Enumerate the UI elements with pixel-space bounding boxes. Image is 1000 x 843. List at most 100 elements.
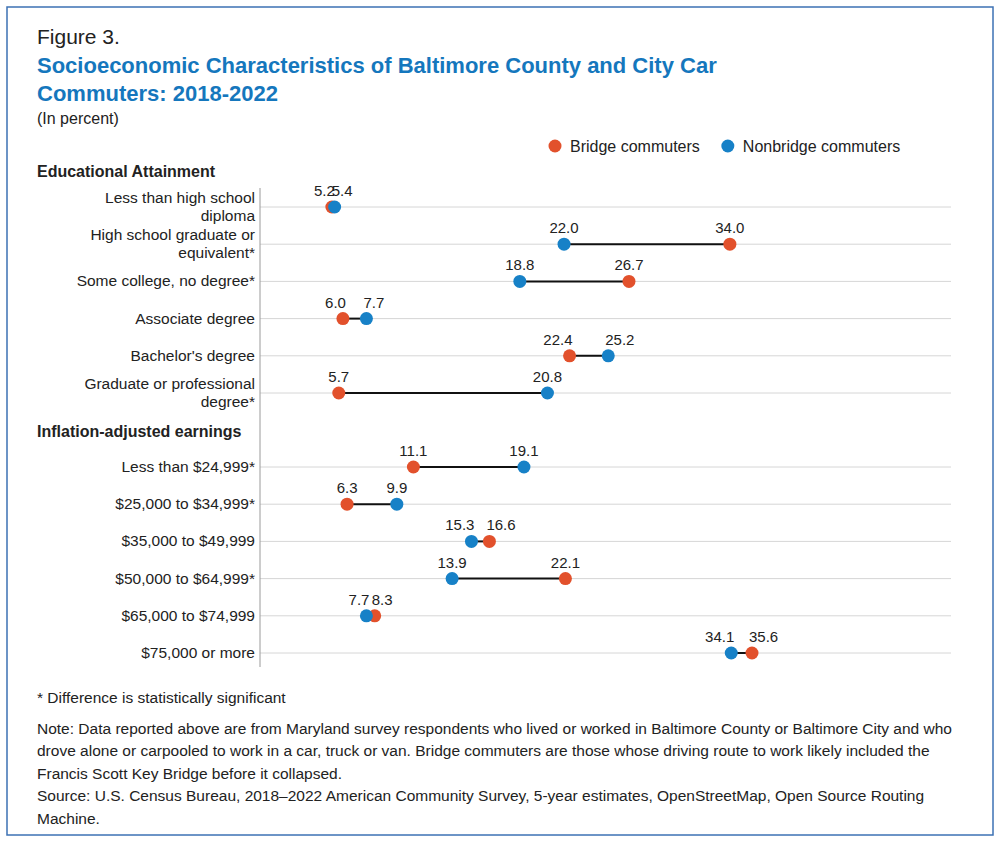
row-line (260, 653, 951, 654)
category-label-line: $75,000 or more (141, 644, 255, 661)
category-label: $35,000 to $49,999 (121, 532, 255, 549)
category-label-line: $65,000 to $74,999 (121, 607, 255, 624)
data-label: 22.4 (543, 331, 572, 348)
data-label: 35.6 (749, 628, 778, 645)
data-label: 19.1 (509, 442, 538, 459)
data-label: 8.3 (372, 591, 393, 608)
dot (483, 535, 496, 548)
dot (541, 387, 554, 400)
dot (341, 498, 354, 511)
dot (465, 535, 478, 548)
category-label: Less than high schooldiploma (105, 189, 255, 224)
data-label: 7.7 (349, 591, 370, 608)
background (0, 0, 1000, 843)
category-label: $65,000 to $74,999 (121, 607, 255, 624)
category-label: Less than $24,999* (121, 458, 255, 475)
frame (7, 7, 993, 835)
legend-label: Bridge commuters (570, 138, 700, 155)
subtitle: (In percent) (37, 110, 119, 127)
dot (446, 572, 459, 585)
data-label: 6.0 (325, 294, 346, 311)
category-label-line: $25,000 to $34,999* (115, 495, 255, 512)
legend-swatch (721, 140, 734, 153)
category-label-line: $35,000 to $49,999 (121, 532, 255, 549)
note-line: Source: U.S. Census Bureau, 2018–2022 Am… (37, 787, 924, 804)
data-label: 20.8 (533, 368, 562, 385)
category-label: Associate degree (135, 310, 255, 327)
category-label-line: $50,000 to $64,999* (115, 570, 255, 587)
dot (360, 312, 373, 325)
title-line: Socioeconomic Characteristics of Baltimo… (37, 53, 717, 78)
category-label-line: Graduate or professional (84, 375, 255, 392)
group-label: Educational Attainment (37, 163, 216, 180)
data-label: 5.4 (332, 182, 353, 199)
dot (559, 572, 572, 585)
category-label-line: Associate degree (135, 310, 255, 327)
note: Source: U.S. Census Bureau, 2018–2022 Am… (37, 787, 924, 827)
row-line (260, 207, 951, 208)
note-line: * Difference is statistically significan… (37, 689, 286, 706)
figure-label: Figure 3. (37, 25, 120, 48)
note-line: Francis Scott Key Bridge before it colla… (37, 765, 342, 782)
dot (513, 275, 526, 288)
dot (622, 275, 635, 288)
group-label: Inflation-adjusted earnings (37, 423, 242, 440)
category-label-line: Less than high school (105, 189, 255, 206)
title-line: Commuters: 2018-2022 (37, 81, 278, 106)
data-label: 26.7 (614, 256, 643, 273)
category-label: $25,000 to $34,999* (115, 495, 255, 512)
legend-swatch (549, 140, 562, 153)
row-line (260, 578, 951, 579)
data-label: 22.1 (551, 554, 580, 571)
data-label: 25.2 (605, 331, 634, 348)
chart: Figure 3. Socioeconomic Characteristics o… (0, 0, 1000, 843)
category-label-line: equivalent* (178, 244, 255, 261)
row-line (260, 541, 951, 542)
category-label: Graduate or professionaldegree* (84, 375, 255, 410)
connector (413, 466, 524, 468)
data-label: 22.0 (549, 219, 578, 236)
category-label: High school graduate orequivalent* (90, 226, 255, 261)
connector (564, 243, 730, 245)
category-label: $50,000 to $64,999* (115, 570, 255, 587)
data-label: 5.7 (328, 368, 349, 385)
title: Socioeconomic Characteristics of Baltimo… (37, 53, 717, 106)
dot (563, 349, 576, 362)
legend-label: Nonbridge commuters (743, 138, 900, 155)
category-label-line: degree* (201, 393, 255, 410)
dot (336, 312, 349, 325)
category-label-line: Bachelor's degree (131, 347, 255, 364)
data-label: 6.3 (337, 479, 358, 496)
dot (328, 201, 341, 214)
data-label: 34.0 (715, 219, 744, 236)
dot (517, 461, 530, 474)
data-label: 13.9 (437, 554, 466, 571)
note: * Difference is statistically significan… (37, 689, 286, 706)
data-label: 16.6 (486, 516, 515, 533)
dot (602, 349, 615, 362)
category-label-line: diploma (201, 207, 256, 224)
marks (325, 201, 758, 660)
data-label: 9.9 (386, 479, 407, 496)
connector (347, 503, 397, 505)
category-label-line: Some college, no degree* (77, 272, 255, 289)
row-line (260, 281, 951, 282)
dot (407, 461, 420, 474)
category-label: Bachelor's degree (131, 347, 255, 364)
row-line (260, 244, 951, 245)
connector (520, 280, 629, 282)
dot (558, 238, 571, 251)
data-label: 34.1 (705, 628, 734, 645)
dot (725, 647, 738, 660)
category-label: $75,000 or more (141, 644, 255, 661)
note-line: Note: Data reported above are from Maryl… (37, 720, 952, 737)
data-label: 15.3 (445, 516, 474, 533)
category-label: Some college, no degree* (77, 272, 255, 289)
row-line (260, 393, 951, 394)
category-label-line: Less than $24,999* (121, 458, 255, 475)
dot (390, 498, 403, 511)
data-label: 18.8 (505, 256, 534, 273)
axis-line (260, 188, 261, 667)
data-label: 11.1 (399, 442, 427, 459)
dot (745, 647, 758, 660)
